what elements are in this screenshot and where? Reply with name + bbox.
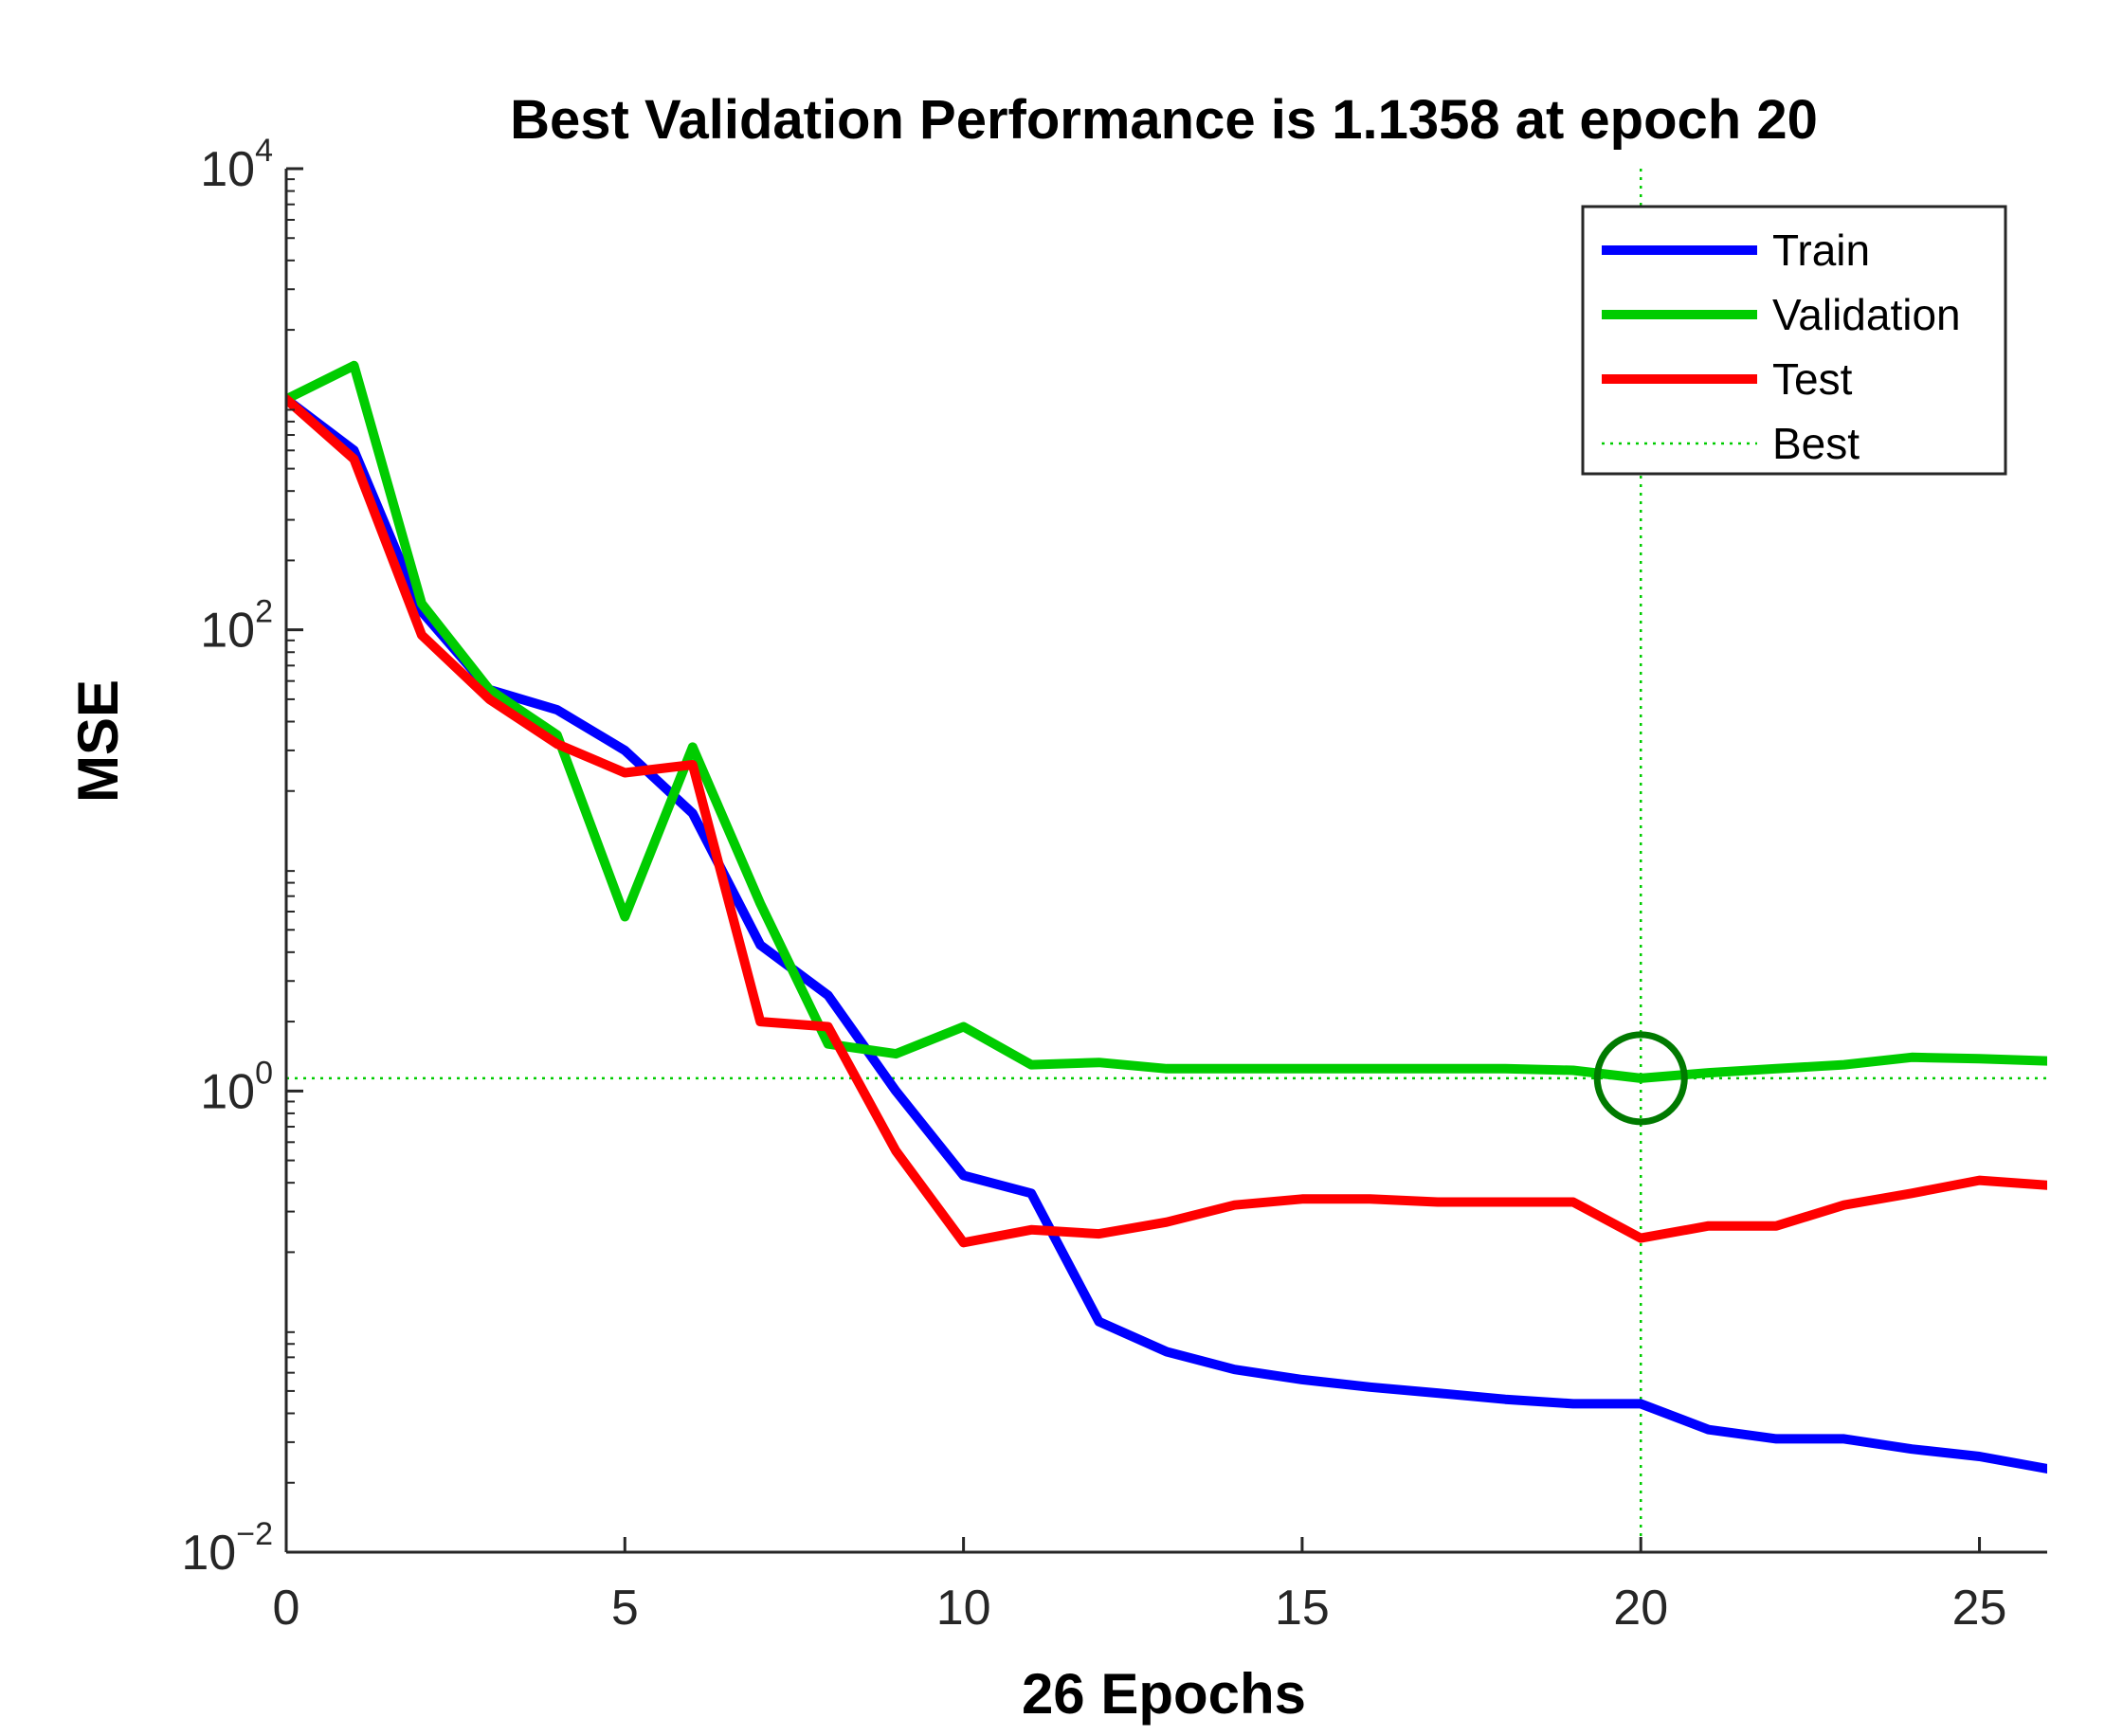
ticks: 0 5 10 15 20 25 10−2 100 102 104: [181, 133, 2006, 1636]
x-tick-label: 0: [273, 1581, 300, 1636]
x-tick-label: 10: [936, 1581, 991, 1636]
y-tick-label: 10−2: [181, 1516, 273, 1581]
y-tick-label: 102: [200, 594, 273, 659]
best-marker-group: [1593, 1031, 1688, 1126]
series-lines: [286, 360, 2047, 1474]
x-tick-label: 25: [1952, 1581, 2007, 1636]
x-tick-label: 5: [611, 1581, 639, 1636]
legend: Train Validation Test Best: [1581, 205, 2007, 476]
legend-label-validation: Validation: [1772, 290, 1961, 339]
series-line-test: [286, 394, 2047, 1248]
legend-label-train: Train: [1772, 226, 1870, 275]
chart-title: Best Validation Performance is 1.1358 at…: [510, 89, 1818, 151]
x-axis-label: 26 Epochs: [1022, 1662, 1306, 1726]
best-marker: [1593, 1031, 1688, 1126]
series-line-train: [286, 394, 2047, 1474]
y-tick-label: 100: [200, 1055, 273, 1119]
legend-label-best: Best: [1772, 419, 1860, 468]
series-line-validation: [286, 360, 2047, 1083]
axes: [284, 169, 2047, 1554]
legend-label-test: Test: [1772, 354, 1853, 404]
y-tick-label: 104: [200, 133, 273, 197]
x-tick-label: 15: [1275, 1581, 1330, 1636]
x-tick-label: 20: [1613, 1581, 1668, 1636]
y-axis-label: MSE: [66, 679, 130, 803]
